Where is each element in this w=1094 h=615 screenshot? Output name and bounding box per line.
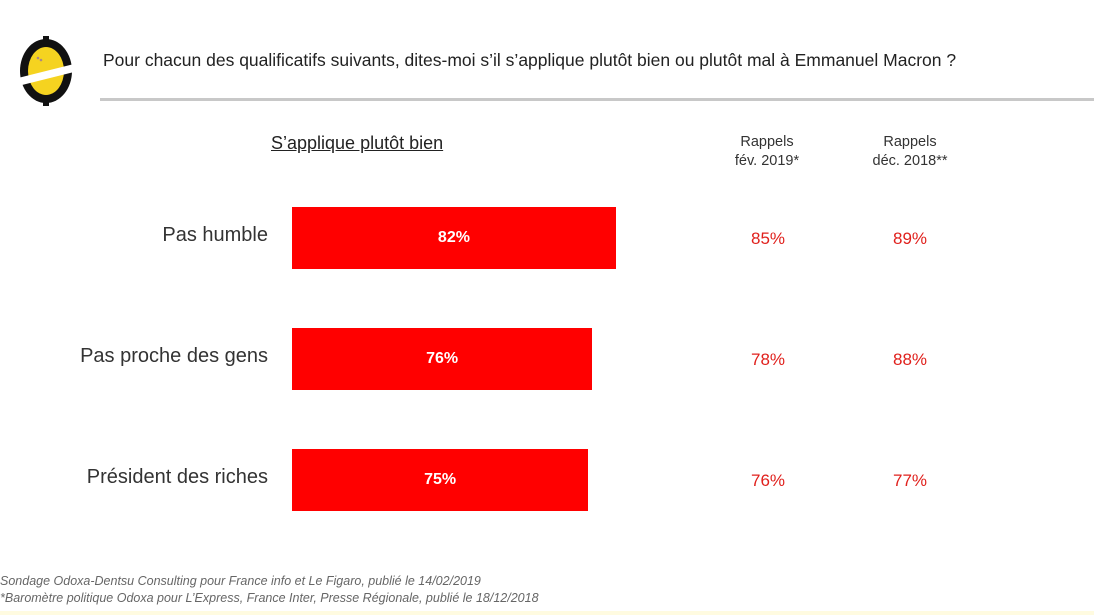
bar: 75% — [292, 449, 589, 511]
footnote-source: Sondage Odoxa-Dentsu Consulting pour Fra… — [0, 574, 481, 588]
column-header-dec-2018: Rappels déc. 2018** — [872, 134, 948, 169]
bar-value-label: 82% — [437, 229, 470, 246]
recall-dec-2018-value: 88% — [892, 350, 928, 369]
title-divider — [100, 98, 1094, 101]
odoxa-logo-icon — [18, 36, 74, 111]
recall-feb-2019-value: 85% — [750, 229, 786, 248]
column-header-feb-2019: Rappels fév. 2019* — [734, 134, 800, 169]
recall-dec-2018-value: 77% — [892, 471, 928, 490]
bar: 76% — [292, 328, 593, 390]
chart-title: S’applique plutôt bien — [271, 133, 444, 153]
footnote-barometer: *Baromètre politique Odoxa pour L’Expres… — [0, 591, 539, 605]
category-label: Pas proche des gens — [80, 345, 268, 367]
recall-dec-2018-value: 89% — [892, 229, 928, 248]
recall-feb-2019-value: 76% — [750, 471, 786, 490]
bar-value-label: 75% — [424, 471, 457, 488]
recall-feb-2019-value: 78% — [750, 350, 786, 369]
bar-value-label: 76% — [426, 350, 459, 367]
page-title: Pour chacun des qualificatifs suivants, … — [103, 50, 957, 70]
category-label: Président des riches — [86, 466, 268, 488]
bar: 82% — [292, 207, 616, 269]
bottom-strip — [0, 611, 1094, 615]
category-label: Pas humble — [162, 224, 268, 246]
